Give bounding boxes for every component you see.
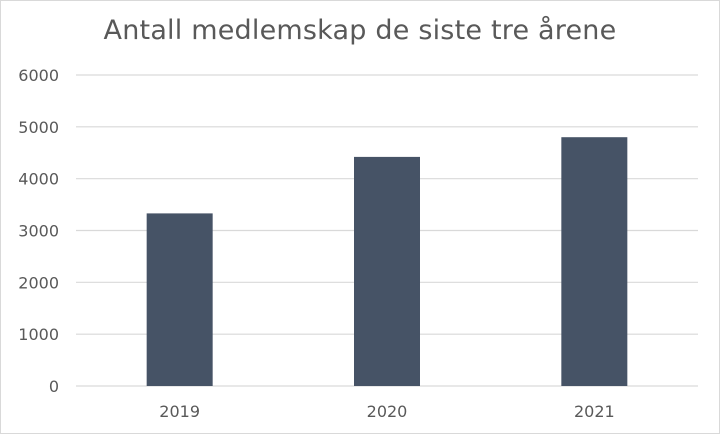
y-tick-label: 1000 xyxy=(18,325,59,344)
y-tick-label: 2000 xyxy=(18,273,59,292)
bar-2021 xyxy=(561,137,628,386)
x-tick-label: 2019 xyxy=(159,402,200,421)
x-tick-label: 2020 xyxy=(367,402,408,421)
y-tick-label: 4000 xyxy=(18,170,59,189)
y-tick-label: 5000 xyxy=(18,118,59,137)
y-tick-label: 3000 xyxy=(18,222,59,241)
y-tick-label: 0 xyxy=(49,377,59,396)
bar-2019 xyxy=(146,213,213,386)
y-tick-label: 6000 xyxy=(18,66,59,85)
bar-2020 xyxy=(354,156,420,386)
x-tick-label: 2021 xyxy=(574,402,615,421)
chart-title: Antall medlemskap de siste tre årene xyxy=(103,15,617,46)
